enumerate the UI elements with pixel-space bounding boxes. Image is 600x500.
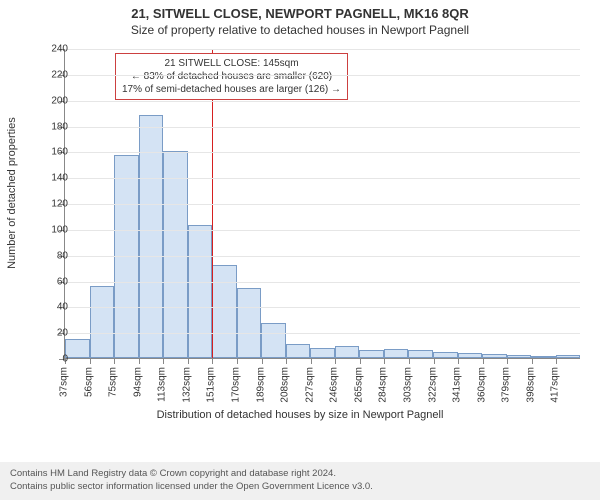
y-tick-label: 60 (38, 276, 68, 287)
y-tick-label: 0 (38, 354, 68, 365)
bar (188, 225, 213, 358)
bar (90, 286, 115, 358)
x-tick-label: 227sqm (304, 367, 315, 403)
y-tick-label: 200 (38, 95, 68, 106)
gridline (65, 333, 580, 334)
bar (261, 323, 286, 358)
x-tick (311, 358, 312, 364)
gridline (65, 178, 580, 179)
footer-line2: Contains public sector information licen… (10, 481, 590, 494)
bar (310, 348, 335, 358)
y-tick-label: 160 (38, 147, 68, 158)
x-tick-label: 379sqm (501, 367, 512, 403)
y-axis-label: Number of detached properties (6, 117, 18, 269)
gridline (65, 75, 580, 76)
x-tick (458, 358, 459, 364)
page-subtitle: Size of property relative to detached ho… (0, 21, 600, 41)
x-tick (237, 358, 238, 364)
y-tick-label: 220 (38, 69, 68, 80)
gridline (65, 204, 580, 205)
annotation-line1: 21 SITWELL CLOSE: 145sqm (122, 57, 341, 70)
y-tick-label: 40 (38, 302, 68, 313)
x-tick-label: 246sqm (329, 367, 340, 403)
x-tick-label: 56sqm (83, 367, 94, 397)
bar (531, 356, 556, 358)
x-tick-label: 94sqm (132, 367, 143, 397)
page-title: 21, SITWELL CLOSE, NEWPORT PAGNELL, MK16… (0, 0, 600, 21)
gridline (65, 101, 580, 102)
x-tick-label: 417sqm (550, 367, 561, 403)
y-tick-label: 100 (38, 224, 68, 235)
gridline (65, 230, 580, 231)
bar (212, 265, 237, 358)
bar (507, 355, 532, 358)
y-tick-label: 180 (38, 121, 68, 132)
gridline (65, 282, 580, 283)
x-tick-label: 284sqm (378, 367, 389, 403)
x-tick (434, 358, 435, 364)
x-tick (163, 358, 164, 364)
x-tick (483, 358, 484, 364)
y-tick-label: 140 (38, 173, 68, 184)
x-tick-label: 75sqm (108, 367, 119, 397)
x-tick (90, 358, 91, 364)
footer-line1: Contains HM Land Registry data © Crown c… (10, 468, 590, 481)
y-tick-label: 20 (38, 328, 68, 339)
x-tick (507, 358, 508, 364)
x-tick (286, 358, 287, 364)
x-tick-label: 132sqm (181, 367, 192, 403)
bar (408, 350, 433, 358)
x-tick-label: 398sqm (525, 367, 536, 403)
gridline (65, 127, 580, 128)
footer: Contains HM Land Registry data © Crown c… (0, 462, 600, 500)
bar (433, 352, 458, 358)
x-tick (556, 358, 557, 364)
x-tick (360, 358, 361, 364)
plot-area: 21 SITWELL CLOSE: 145sqm ← 83% of detach… (64, 49, 580, 359)
bar (359, 350, 384, 358)
annotation-box: 21 SITWELL CLOSE: 145sqm ← 83% of detach… (115, 53, 348, 100)
x-tick-label: 113sqm (157, 367, 168, 402)
x-tick-label: 322sqm (427, 367, 438, 403)
x-tick (532, 358, 533, 364)
y-tick-label: 240 (38, 44, 68, 55)
x-tick-label: 303sqm (403, 367, 414, 403)
histogram-chart: Number of detached properties 21 SITWELL… (10, 41, 590, 421)
annotation-line2: ← 83% of detached houses are smaller (62… (122, 70, 341, 83)
x-axis-caption: Distribution of detached houses by size … (10, 409, 590, 421)
y-tick-label: 120 (38, 199, 68, 210)
annotation-line3: 17% of semi-detached houses are larger (… (122, 83, 341, 96)
bar (286, 344, 311, 358)
x-tick-label: 189sqm (255, 367, 266, 403)
bar (237, 288, 262, 358)
x-tick (139, 358, 140, 364)
bar (384, 349, 409, 358)
x-tick-label: 208sqm (280, 367, 291, 403)
bar (482, 354, 507, 358)
bar (65, 339, 90, 358)
x-tick-label: 170sqm (231, 367, 242, 403)
x-tick-label: 360sqm (476, 367, 487, 403)
gridline (65, 49, 580, 50)
x-tick (114, 358, 115, 364)
x-tick-label: 37sqm (59, 367, 70, 397)
x-tick (384, 358, 385, 364)
bar (556, 355, 581, 358)
gridline (65, 152, 580, 153)
gridline (65, 256, 580, 257)
x-tick (212, 358, 213, 364)
x-tick (262, 358, 263, 364)
x-tick (188, 358, 189, 364)
x-tick-label: 341sqm (452, 367, 463, 403)
bar (335, 346, 360, 358)
x-tick (335, 358, 336, 364)
y-tick-label: 80 (38, 250, 68, 261)
bar (458, 353, 483, 358)
x-tick (409, 358, 410, 364)
x-tick-label: 151sqm (206, 367, 217, 403)
gridline (65, 307, 580, 308)
x-tick-label: 265sqm (353, 367, 364, 403)
